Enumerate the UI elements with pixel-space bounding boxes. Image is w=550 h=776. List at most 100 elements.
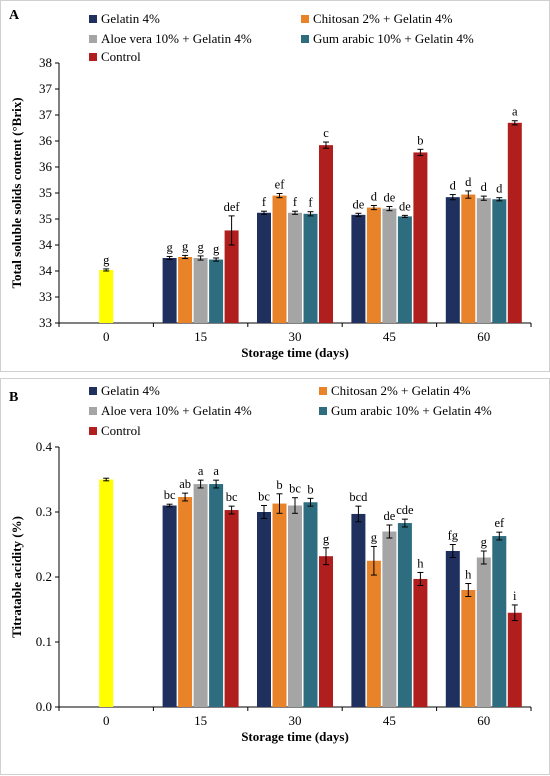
chart-b-bar <box>303 502 318 707</box>
chart-a-sig-letter: d <box>496 182 503 196</box>
chart-b-sig-letter: a <box>198 464 204 478</box>
chart-a-legend-label: Gelatin 4% <box>101 11 160 26</box>
chart-a-bar <box>178 256 193 323</box>
chart-b-legend-label: Control <box>101 423 141 438</box>
chart-a-bar <box>366 207 381 323</box>
chart-a-bar <box>272 195 287 323</box>
chart-b-sig-letter: g <box>481 535 488 549</box>
chart-b-legend-swatch <box>89 387 97 395</box>
chart-b-bar <box>382 531 397 707</box>
chart-b-x-tick-label: 15 <box>194 713 207 728</box>
chart-a-x-tick-label: 30 <box>289 329 302 344</box>
chart-a-bar <box>461 194 476 323</box>
chart-a-legend-label: Aloe vera 10% + Gelatin 4% <box>101 31 252 46</box>
chart-a-y-tick-label: 35 <box>39 211 52 226</box>
chart-b-bar <box>288 505 302 707</box>
chart-b-sig-letter: fg <box>448 529 459 543</box>
chart-b-bar <box>366 560 381 707</box>
chart-a-sig-letter: def <box>224 200 241 214</box>
chart-a-y-tick-label: 33 <box>39 289 52 304</box>
chart-a-y-axis-label: Total soluble solids content (°Brix) <box>9 97 24 288</box>
chart-a-panel-label: A <box>9 8 20 23</box>
chart-a-legend-label: Control <box>101 49 141 64</box>
chart-b-y-tick-label: 0.2 <box>36 569 52 584</box>
chart-a-sig-letter: g <box>166 240 173 254</box>
chart-b-legend-swatch <box>319 407 327 415</box>
chart-b-bar <box>162 505 177 707</box>
chart-b-bar <box>397 523 412 707</box>
chart-a-sig-letter: g <box>103 253 110 267</box>
chart-a-legend-swatch <box>89 35 97 43</box>
chart-a-bar <box>257 212 271 323</box>
chart-b-y-tick-label: 0.4 <box>36 439 53 454</box>
chart-b-legend-label: Aloe vera 10% + Gelatin 4% <box>101 403 252 418</box>
chart-a-bar <box>209 259 224 323</box>
chart-b-bar <box>224 510 239 707</box>
chart-a-sig-letter: g <box>197 240 204 254</box>
chart-b-legend-label: Gum arabic 10% + Gelatin 4% <box>331 403 492 418</box>
chart-a-x-tick-label: 60 <box>477 329 490 344</box>
chart-b-sig-letter: i <box>513 589 517 603</box>
chart-a-sig-letter: de <box>399 199 411 213</box>
chart-a-bar <box>303 213 318 323</box>
chart-a-sig-letter: f <box>308 196 313 210</box>
chart-b-sig-letter: de <box>383 509 395 523</box>
chart-a-y-tick-label: 37 <box>39 81 53 96</box>
chart-b-bar <box>178 497 193 707</box>
chart-panel-a: A Gelatin 4% Chitosan 2% + Gelatin 4% Aloe … <box>0 0 550 372</box>
chart-a-sig-letter: d <box>481 180 488 194</box>
chart-b-sig-letter: g <box>371 530 378 544</box>
chart-b-legend-swatch <box>89 407 97 415</box>
chart-b-sig-letter: bc <box>164 488 176 502</box>
chart-b-sig-letter: ab <box>179 477 191 491</box>
chart-b-sig-letter: h <box>417 556 424 570</box>
chart-a-y-tick-label: 36 <box>39 159 53 174</box>
chart-b-y-axis-label: Titratable acidity (%) <box>9 516 24 638</box>
chart-a-bar <box>193 258 208 323</box>
chart-a-sig-letter: f <box>293 195 298 209</box>
chart-b-y-tick-label: 0.1 <box>36 634 52 649</box>
chart-b-legend-swatch <box>89 427 97 435</box>
chart-a-bar <box>382 208 397 323</box>
chart-b-panel-label: B <box>9 390 18 405</box>
chart-b-sig-letter: b <box>276 478 282 492</box>
chart-b-sig-letter: h <box>465 568 472 582</box>
chart-a-bar <box>288 212 302 323</box>
chart-a-legend-swatch <box>89 53 97 61</box>
chart-a-sig-letter: d <box>450 179 457 193</box>
chart-b-svg: B Gelatin 4% Chitosan 2% + Gelatin 4% Aloe … <box>9 383 532 744</box>
chart-a-x-tick-label: 45 <box>383 329 396 344</box>
chart-a-bar <box>397 216 412 323</box>
chart-b-bar <box>319 556 333 707</box>
chart-a-sig-letter: de <box>383 191 395 205</box>
chart-a-bar-day0 <box>99 269 114 323</box>
chart-b-y-tick-label: 0.0 <box>36 699 52 714</box>
chart-a-bar <box>445 197 460 323</box>
chart-a-sig-letter: de <box>352 197 364 211</box>
chart-a-sig-letter: d <box>465 175 472 189</box>
chart-a-bar <box>162 258 177 323</box>
chart-a-y-tick-label: 34 <box>39 263 53 278</box>
chart-a-bar <box>507 122 522 323</box>
chart-a-legend-label: Gum arabic 10% + Gelatin 4% <box>313 31 474 46</box>
chart-a-legend-swatch <box>301 15 309 23</box>
chart-b-bar <box>461 590 476 707</box>
chart-a-sig-letter: ef <box>275 178 286 192</box>
chart-a-sig-letter: f <box>262 195 267 209</box>
chart-a-y-tick-label: 35 <box>39 185 52 200</box>
chart-a-legend-swatch <box>301 35 309 43</box>
chart-a-svg: A Gelatin 4% Chitosan 2% + Gelatin 4% Aloe … <box>9 8 532 360</box>
chart-a-sig-letter: g <box>213 242 220 256</box>
chart-a-bar <box>492 199 507 323</box>
chart-b-bar <box>351 513 366 707</box>
chart-a-y-tick-label: 34 <box>39 237 53 252</box>
chart-b-sig-letter: bc <box>258 490 270 504</box>
chart-a-bar <box>351 214 366 323</box>
chart-b-bar <box>257 512 271 707</box>
chart-a-sig-letter: b <box>417 133 423 147</box>
chart-b-bar <box>492 536 507 707</box>
chart-a-bar <box>413 152 428 323</box>
chart-b-legend-swatch <box>319 387 327 395</box>
chart-a-y-tick-label: 38 <box>39 55 52 70</box>
chart-b-sig-letter: ef <box>494 516 505 530</box>
